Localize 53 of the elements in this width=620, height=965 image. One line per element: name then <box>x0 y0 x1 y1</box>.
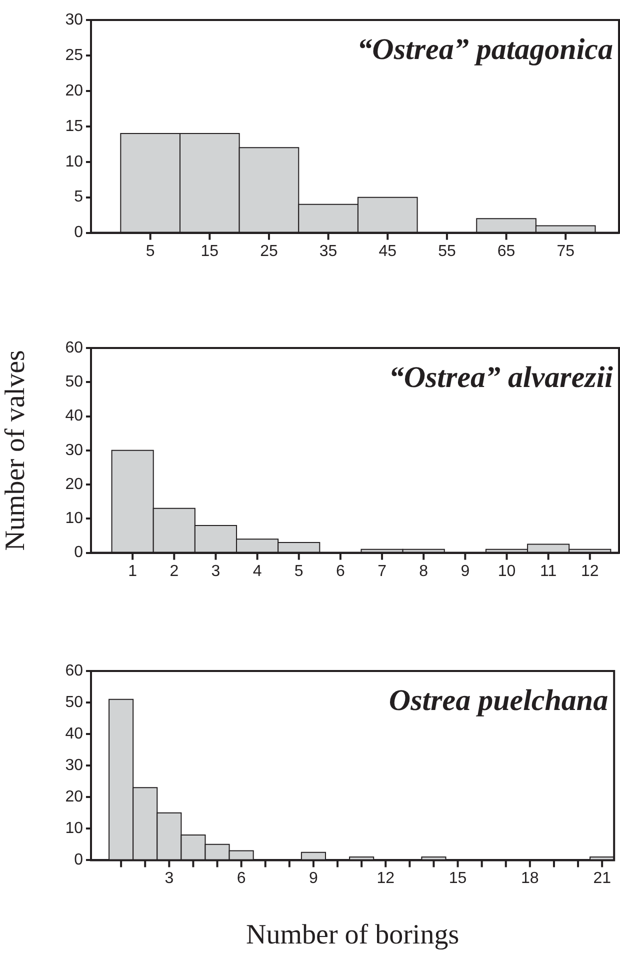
y-tick-label: 20 <box>65 788 84 806</box>
x-tick-label: 6 <box>336 562 345 580</box>
x-tick-label: 1 <box>128 562 138 580</box>
y-tick-label: 50 <box>65 374 84 391</box>
y-tick-label: 60 <box>65 662 84 680</box>
x-tick-label: 25 <box>260 242 278 260</box>
x-tick-label: 3 <box>211 562 220 580</box>
x-tick-label: 18 <box>521 870 539 888</box>
chart-title: Ostrea puelchana <box>388 684 608 717</box>
y-tick-label: 20 <box>65 82 84 100</box>
y-tick-label: 25 <box>65 46 84 64</box>
x-tick-label: 10 <box>498 562 516 580</box>
y-tick-label: 10 <box>65 153 84 170</box>
x-tick-label: 2 <box>170 562 179 580</box>
x-tick-label: 35 <box>319 242 338 260</box>
x-tick-label: 75 <box>556 242 575 260</box>
x-tick-label: 9 <box>309 870 318 888</box>
chart-title: “Ostrea” alvarezii <box>388 360 614 394</box>
x-tick-label: 3 <box>164 870 174 888</box>
y-tick-label: 10 <box>65 510 84 528</box>
y-tick-label: 30 <box>65 11 84 28</box>
y-tick-label: 40 <box>65 408 84 425</box>
y-tick-label: 10 <box>65 820 84 838</box>
x-tick-label: 7 <box>378 562 387 580</box>
y-tick-label: 0 <box>74 544 84 562</box>
x-tick-label: 12 <box>581 562 599 580</box>
x-tick-label: 8 <box>419 562 428 580</box>
x-tick-label: 45 <box>378 242 397 260</box>
x-tick-label: 11 <box>540 562 557 580</box>
y-tick-label: 0 <box>74 224 84 242</box>
y-tick-label: 30 <box>65 442 84 459</box>
y-axis-title: Number of valves <box>0 350 32 551</box>
x-tick-label: 12 <box>376 870 395 888</box>
y-tick-label: 15 <box>65 118 84 135</box>
y-tick-label: 40 <box>65 725 84 742</box>
y-tick-label: 5 <box>74 188 84 206</box>
chart-title: “Ostrea” patagonica <box>357 32 613 66</box>
x-tick-label: 65 <box>497 242 516 260</box>
y-tick-label: 60 <box>65 339 84 356</box>
x-tick-label: 5 <box>294 562 304 580</box>
y-tick-label: 0 <box>74 852 84 869</box>
x-tick-label: 15 <box>200 242 219 260</box>
x-tick-label: 6 <box>236 870 246 888</box>
y-tick-label: 50 <box>65 694 84 711</box>
x-tick-label: 5 <box>146 242 155 260</box>
x-tick-label: 55 <box>438 242 456 260</box>
x-tick-label: 15 <box>448 870 467 888</box>
x-tick-label: 21 <box>593 870 612 888</box>
x-axis-title: Number of borings <box>246 920 460 951</box>
y-tick-label: 30 <box>65 757 84 774</box>
x-tick-label: 9 <box>460 562 470 580</box>
y-tick-label: 20 <box>65 476 84 493</box>
x-tick-label: 4 <box>252 562 262 580</box>
